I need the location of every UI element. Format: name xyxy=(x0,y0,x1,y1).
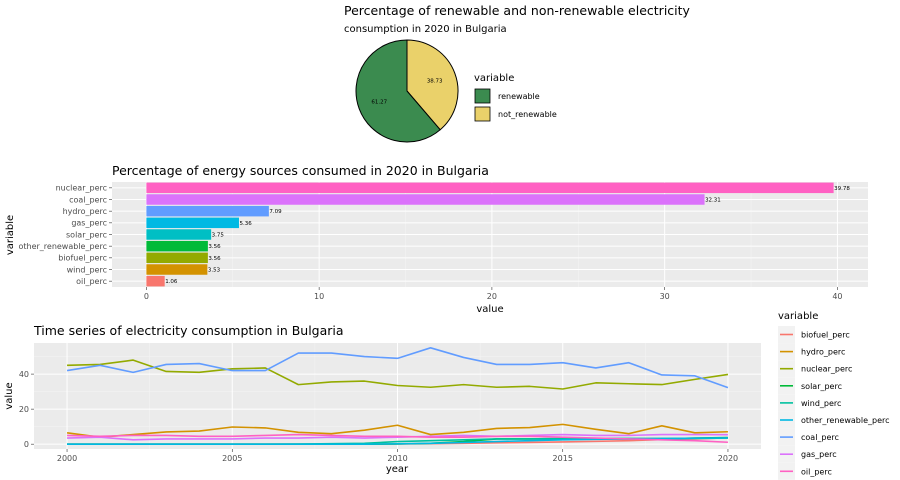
bar-y-axis-title: variable xyxy=(5,215,16,255)
bar-x-tick-label: 40 xyxy=(832,292,842,301)
line-y-tick-label: 40 xyxy=(19,370,29,379)
pie-title: Percentage of renewable and non-renewabl… xyxy=(344,3,691,18)
line-x-tick-label: 2010 xyxy=(387,454,407,463)
line-x-axis-title: year xyxy=(386,464,409,475)
line-x-tick-label: 2005 xyxy=(222,454,242,463)
line-y-tick-label: 20 xyxy=(19,405,29,414)
bar-value-label-gas-perc: 5.36 xyxy=(239,221,252,227)
legend-label-other-renewable-perc: other_renewable_perc xyxy=(801,416,890,425)
legend-label-renewable: renewable xyxy=(498,92,540,101)
bar-category-label-oil-perc: oil_perc xyxy=(76,277,107,286)
line-y-tick-label: 0 xyxy=(24,440,29,449)
line-title: Time series of electricity consumption i… xyxy=(33,323,344,338)
bar-other-renewable-perc xyxy=(146,240,208,252)
bar-hydro-perc xyxy=(146,205,269,217)
series-line-coal-perc xyxy=(66,347,729,389)
pie-subtitle: consumption in 2020 in Bulgaria xyxy=(344,24,507,35)
line-legend-title: variable xyxy=(778,311,818,322)
legend-label-not-renewable: not_renewable xyxy=(498,110,557,119)
pie-slice-label-renewable: 61.27 xyxy=(371,99,387,105)
line-x-tick-label: 2000 xyxy=(57,454,77,463)
bar-x-tick-label: 30 xyxy=(660,292,670,301)
bar-value-label-oil-perc: 1.06 xyxy=(165,279,178,285)
bar-category-label-wind-perc: wind_perc xyxy=(67,265,107,274)
series-line-gas-perc xyxy=(67,433,728,441)
bar-category-label-coal-perc: coal_perc xyxy=(69,195,107,204)
legend-label-gas-perc: gas_perc xyxy=(801,450,837,459)
bar-x-tick-label: 20 xyxy=(487,292,497,301)
line-x-ticks: 2000 2005 2010 2015 2020 xyxy=(57,449,738,463)
bar-biofuel-perc xyxy=(146,252,208,264)
legend-label-wind-perc: wind_perc xyxy=(801,399,841,408)
bar-value-label-other-renewable-perc: 3.56 xyxy=(208,244,221,250)
bar-wind-perc xyxy=(146,264,208,275)
bar-value-label-nuclear-perc: 39.78 xyxy=(834,186,850,192)
bar-category-label-hydro-perc: hydro_perc xyxy=(63,207,107,216)
bar-value-label-coal-perc: 32.31 xyxy=(705,198,721,204)
bar-solar-perc xyxy=(146,229,212,240)
bar-x-tick-label: 10 xyxy=(314,292,324,301)
legend-label-solar-perc: solar_perc xyxy=(801,382,842,391)
bar-value-label-hydro-perc: 7.09 xyxy=(269,209,282,215)
line-x-tick-label: 2020 xyxy=(718,454,738,463)
bar-gas-perc xyxy=(146,217,239,229)
pie-slice-renewable xyxy=(355,39,441,143)
series-line-hydro-perc xyxy=(66,423,728,438)
bar-coal-perc xyxy=(146,194,705,205)
bar-category-label-gas-perc: gas_perc xyxy=(71,219,107,228)
pie-slice-label-not-renewable: 38.73 xyxy=(427,79,443,85)
pie-slice-not-renewable xyxy=(406,39,459,131)
bar-category-label-biofuel-perc: biofuel_perc xyxy=(58,254,107,263)
legend-label-nuclear-perc: nuclear_perc xyxy=(801,365,852,374)
line-y-ticks: 0 20 40 xyxy=(19,370,34,449)
series-line-oil-perc xyxy=(67,433,728,444)
line-y-axis-title: value xyxy=(4,382,15,409)
bar-rows: nuclear_perc 39.78 coal_perc 32.31 hydro_per… xyxy=(18,182,868,287)
bar-oil-perc xyxy=(146,275,165,287)
line-series xyxy=(66,347,729,445)
legend-key-renewable xyxy=(474,88,491,104)
bar-value-label-solar-perc: 3.75 xyxy=(212,233,225,239)
legend-label-coal-perc: coal_perc xyxy=(801,433,839,442)
bar-x-tick-label: 0 xyxy=(144,292,149,301)
bar-nuclear-perc xyxy=(146,182,834,194)
bar-title: Percentage of energy sources consumed in… xyxy=(112,163,489,178)
bar-category-label-other-renewable-perc: other_renewable_perc xyxy=(18,242,107,251)
pie-slices xyxy=(355,39,459,143)
line-legend: biofuel_perc hydro_perc nuclear_perc solar_… xyxy=(778,326,890,480)
bar-x-axis-title: value xyxy=(476,304,503,315)
series-line-nuclear-perc xyxy=(67,359,729,390)
bar-category-label-nuclear-perc: nuclear_perc xyxy=(56,184,107,193)
bar-x-ticks: 0 10 20 30 40 xyxy=(144,287,843,301)
bar-value-label-wind-perc: 3.53 xyxy=(208,268,221,274)
bar-value-label-biofuel-perc: 3.56 xyxy=(208,256,221,262)
bar-category-label-solar-perc: solar_perc xyxy=(66,230,107,239)
legend-label-oil-perc: oil_perc xyxy=(801,467,832,476)
pie-legend-title: variable xyxy=(474,73,514,84)
legend-label-biofuel-perc: biofuel_perc xyxy=(801,331,850,340)
legend-label-hydro-perc: hydro_perc xyxy=(801,348,845,357)
line-x-tick-label: 2015 xyxy=(553,454,573,463)
legend-key-not-renewable xyxy=(474,106,491,122)
